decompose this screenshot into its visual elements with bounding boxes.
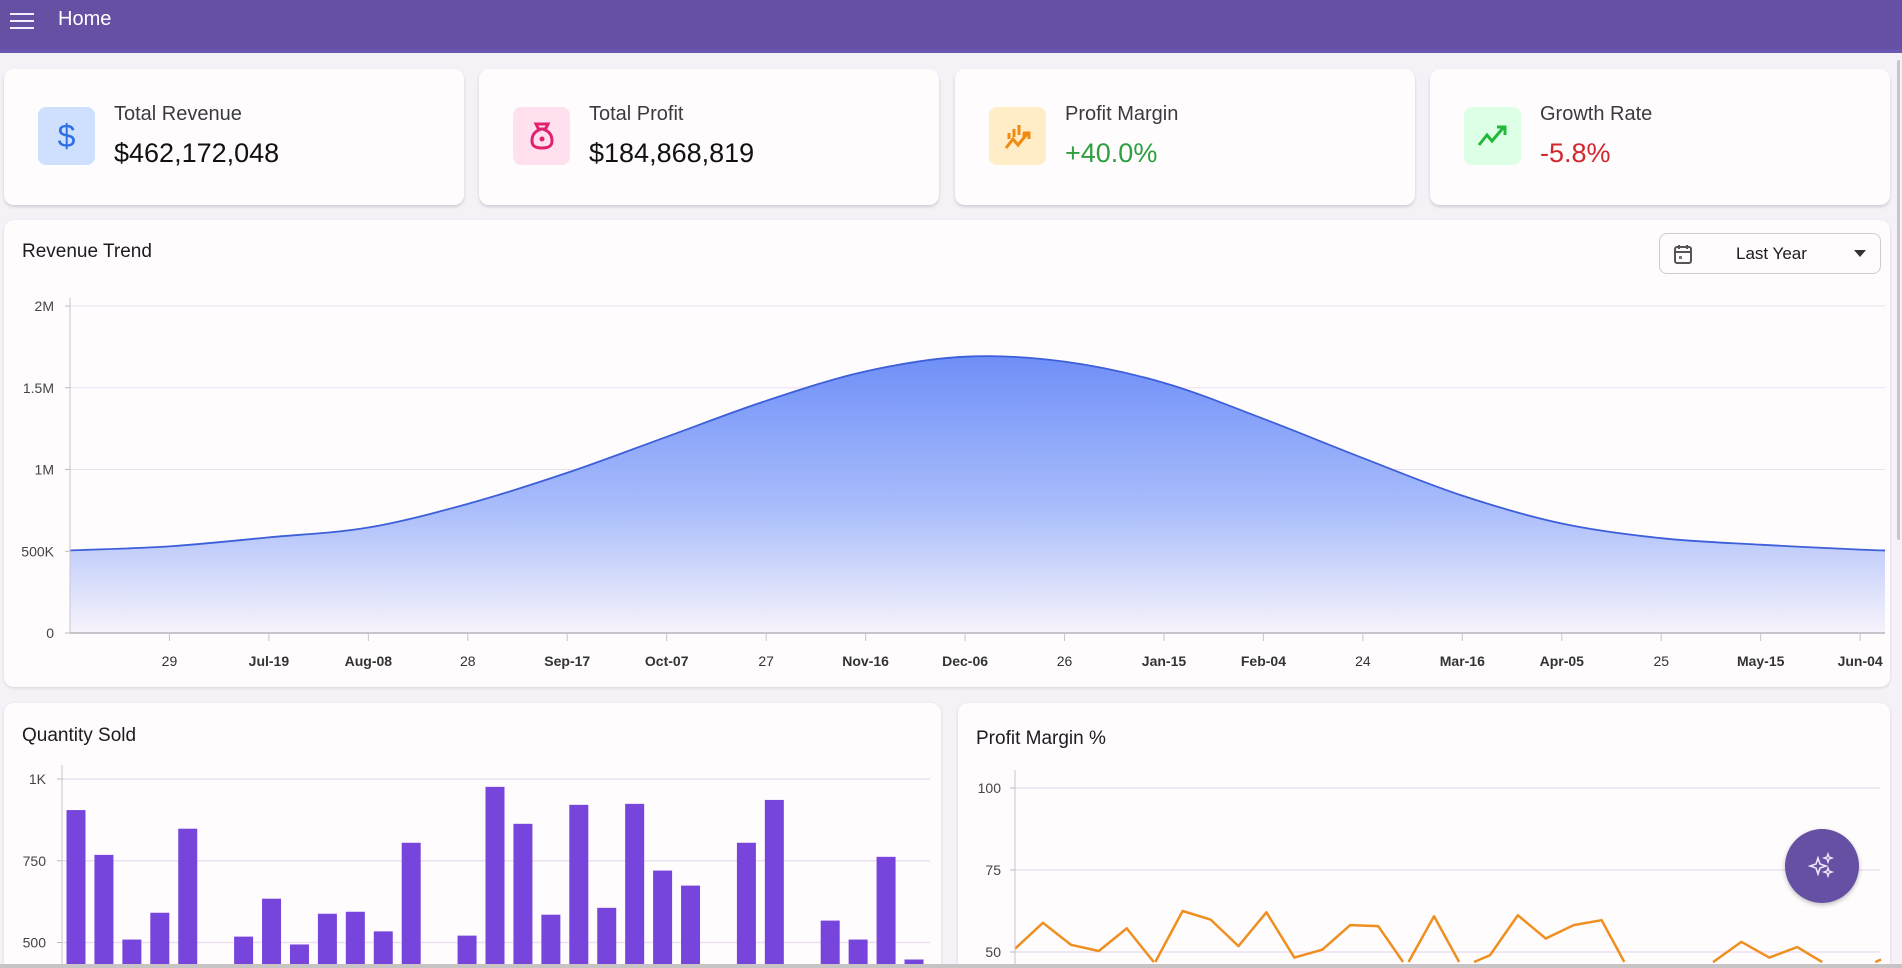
trend-up-icon [1464, 107, 1521, 165]
vertical-scrollbar[interactable] [1897, 60, 1900, 540]
money-bag-icon [513, 107, 570, 165]
kpi-title: Profit Margin [1065, 103, 1179, 125]
kpi-title: Total Profit [589, 103, 684, 125]
kpi-value: $462,172,048 [114, 138, 280, 168]
kpi-card-growth-rate: Growth Rate -5.8% [1430, 69, 1890, 205]
kpi-card-total-revenue: $ Total Revenue $462,172,048 [4, 69, 464, 205]
sparkles-icon [1808, 852, 1835, 879]
quantity-sold-panel: Quantity Sold [4, 703, 941, 964]
chart-up-icon [989, 107, 1046, 165]
date-range-select[interactable]: Last Year [1659, 233, 1881, 274]
revenue-trend-title: Revenue Trend [22, 241, 152, 262]
chevron-down-icon [1854, 250, 1866, 257]
calendar-icon [1674, 245, 1692, 264]
hamburger-menu-button[interactable] [8, 8, 36, 34]
kpi-title: Growth Rate [1540, 103, 1653, 125]
kpi-title: Total Revenue [114, 103, 242, 125]
date-range-value: Last Year [1736, 244, 1807, 263]
kpi-value: $184,868,819 [589, 138, 755, 168]
kpi-value: -5.8% [1540, 138, 1611, 168]
app-bar: Home [0, 0, 1902, 53]
profit-margin-title: Profit Margin % [976, 728, 1106, 749]
ai-assistant-button[interactable] [1785, 829, 1859, 903]
kpi-card-total-profit: Total Profit $184,868,819 [479, 69, 939, 205]
dollar-icon: $ [38, 107, 95, 165]
kpi-card-profit-margin: Profit Margin +40.0% [955, 69, 1415, 205]
revenue-trend-panel: Revenue Trend [4, 220, 1890, 687]
window-bottom-edge [0, 964, 1902, 968]
profit-margin-panel: Profit Margin % [958, 703, 1890, 964]
quantity-sold-title: Quantity Sold [22, 725, 137, 746]
page-title: Home [58, 8, 112, 30]
kpi-value: +40.0% [1065, 138, 1158, 168]
